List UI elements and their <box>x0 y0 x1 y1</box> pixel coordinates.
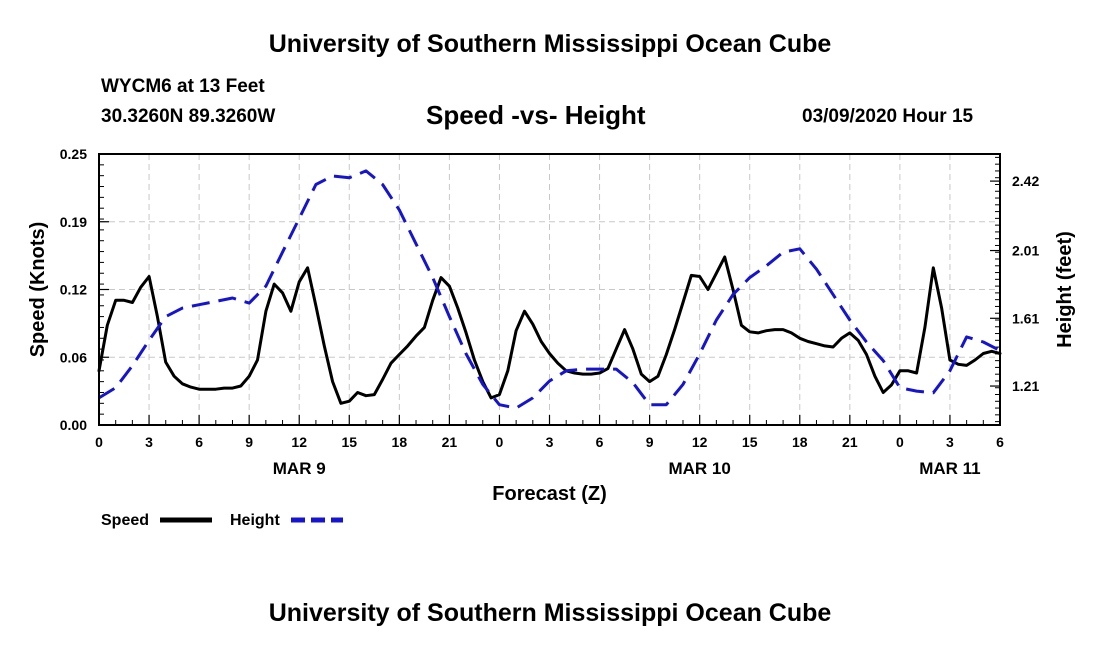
y-axis-title: Speed (Knots) <box>27 222 49 358</box>
x-tick-label: 3 <box>546 434 554 450</box>
x-tick-label: 18 <box>392 434 408 450</box>
major-ticks <box>98 153 1001 426</box>
x-tick-label: 6 <box>195 434 203 450</box>
date-label: MAR 11 <box>919 459 980 478</box>
grid-lines <box>99 154 1000 425</box>
x-tick-label: 0 <box>896 434 904 450</box>
x-tick-label: 6 <box>996 434 1004 450</box>
x-tick-label: 18 <box>792 434 808 450</box>
y2-tick-label: 2.01 <box>1012 243 1039 259</box>
y-tick-label: 0.25 <box>60 146 87 162</box>
page-title-top: University of Southern Mississippi Ocean… <box>268 30 832 58</box>
y2-tick-label: 1.21 <box>1012 378 1039 394</box>
y-tick-label: 0.19 <box>60 214 87 230</box>
x-tick-label: 15 <box>341 434 357 450</box>
x-tick-label: 6 <box>596 434 604 450</box>
plot-frame <box>98 153 1001 426</box>
x-axis-title: Forecast (Z) <box>492 483 606 505</box>
legend-label-speed: Speed <box>101 512 149 529</box>
station-label: WYCM6 at 13 Feet <box>101 76 265 97</box>
valid-time-label: 03/09/2020 Hour 15 <box>802 106 974 127</box>
date-label: MAR 9 <box>273 459 326 478</box>
coordinates-label: 30.3260N 89.3260W <box>101 106 276 127</box>
series-line-height <box>98 169 1001 410</box>
x-tick-label: 3 <box>145 434 153 450</box>
chart-title: Speed -vs- Height <box>426 100 646 130</box>
y2-tick-label: 1.61 <box>1012 310 1039 326</box>
y-tick-label: 0.00 <box>60 417 87 433</box>
x-tick-label: 21 <box>842 434 858 450</box>
y2-tick-label: 2.42 <box>1012 173 1039 189</box>
x-tick-label: 0 <box>496 434 504 450</box>
x-tick-label: 12 <box>291 434 307 450</box>
x-tick-label: 9 <box>646 434 654 450</box>
y2-axis-title: Height (feet) <box>1054 231 1076 348</box>
legend-label-height: Height <box>230 512 280 529</box>
series-line-speed <box>97 255 1002 405</box>
x-tick-label: 3 <box>946 434 954 450</box>
date-label: MAR 10 <box>668 459 730 478</box>
x-tick-label: 0 <box>95 434 103 450</box>
x-tick-label: 9 <box>245 434 253 450</box>
x-tick-label: 12 <box>692 434 708 450</box>
y-tick-label: 0.12 <box>60 282 87 298</box>
y-tick-label: 0.06 <box>60 349 87 365</box>
x-tick-label: 15 <box>742 434 758 450</box>
x-tick-label: 21 <box>442 434 458 450</box>
page-title-bottom: University of Southern Mississippi Ocean… <box>268 599 832 627</box>
